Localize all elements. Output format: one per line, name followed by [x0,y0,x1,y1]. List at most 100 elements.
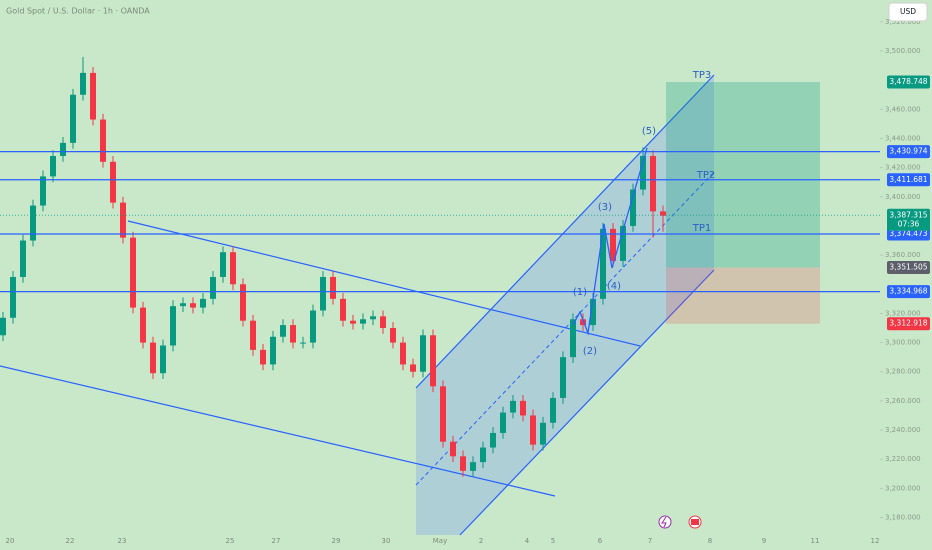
y-tick-label: 3,440.000 [885,134,921,142]
candle-body [220,252,226,277]
channel-line [415,74,715,389]
y-tick-label: 3,320.000 [885,309,921,317]
candle-body [400,342,406,365]
candle-body [20,240,26,277]
candle-body [160,345,166,374]
candle-body [450,441,456,457]
candle-body [60,142,66,156]
time-axis: 20 22 23 25 27 29 30 May 2 4 5 6 7 8 9 11 12 [6,537,880,545]
candle-body [290,325,296,343]
candle-body [660,211,666,216]
x-tick-label: 29 [332,537,341,545]
x-tick-label: 8 [708,537,712,545]
y-tick-label: 3,180.000 [885,514,921,522]
candle-body [50,155,56,177]
candle-body [70,94,76,143]
candle-body [110,161,116,203]
candle-body [430,335,436,387]
trend-line [127,220,641,347]
candle-body [470,462,476,471]
candle-body [490,432,496,448]
candle-body [320,276,326,311]
price-tag [887,208,930,231]
y-tick-label: 3,500.000 [885,47,921,55]
price-tag-label: 3,430.974 [889,147,927,156]
price-tag [887,173,930,187]
candle-body [420,335,426,372]
candle-body [310,310,316,343]
candle-body [210,276,216,299]
x-tick-label: 6 [598,537,603,545]
annotations: TP3 TP2 TP1 (1) (2) (3) (4) (5) [573,70,715,357]
x-tick-label: 27 [272,537,281,545]
price-tag-label: 3,334.968 [889,287,927,296]
candle-body [30,205,36,241]
candle-body [100,119,106,162]
event-icon-glyph [661,516,667,528]
candle-body [200,298,206,308]
annotation: (2) [583,346,597,357]
candles [0,56,666,477]
candle-body [480,447,486,463]
currency-button[interactable] [888,2,928,22]
x-tick-label: 2 [479,537,483,545]
price-tag-label: 3,478.748 [889,77,927,86]
candle-body [10,276,16,318]
price-tag [887,317,930,331]
candle-body [620,225,626,261]
x-tick-label: May [433,537,447,545]
x-tick-label: 20 [6,537,15,545]
annotation: (1) [573,287,587,298]
candle-body [650,155,656,212]
chart-title: Gold Spot / U.S. Dollar · 1h · OANDA [6,7,150,16]
price-tag-label: 3,351.505 [889,262,927,271]
candle-body [190,303,196,308]
flag-glyph [691,519,699,525]
candle-body [300,342,306,344]
candle-body [250,320,256,350]
price-tag-label: 3,411.681 [889,175,927,184]
candle-body [610,228,616,261]
currency[interactable]: USD [900,7,916,16]
candle-body [130,237,136,308]
candle-body [170,306,176,346]
candle-body [0,317,6,336]
price-tag-label: 3,387.315 [889,210,927,219]
candle-body [230,252,236,285]
candle-body [410,364,416,372]
profit-zone [666,82,820,268]
candle-body [580,319,586,326]
price-tag [887,145,930,159]
price-tag-label: 3,374.473 [889,229,927,238]
candle-body [540,422,546,445]
y-tick-label: 3,400.000 [885,193,921,201]
y-tick-label: 3,360.000 [885,251,921,259]
price-tag [887,75,930,89]
candle-body [390,327,396,343]
channel-fill [416,75,714,535]
candle-body [140,307,146,343]
x-tick-label: 25 [226,537,235,545]
y-tick-label: 3,260.000 [885,397,921,405]
x-tick-label: 30 [382,537,391,545]
y-tick-label: 3,220.000 [885,455,921,463]
candle-body [350,320,356,324]
candle-body [240,284,246,321]
x-tick-label: 9 [762,537,766,545]
candle-body [510,400,516,413]
candle-body [370,316,376,320]
y-tick-label: 3,520.000 [885,18,921,26]
candle-body [120,202,126,238]
candle-body [270,336,276,365]
candle-body [280,325,286,337]
candle-body [330,276,336,299]
x-tick-label: 7 [648,537,652,545]
candle-body [520,400,526,416]
candle-body [570,319,576,358]
candle-body [260,349,266,365]
candle-body [530,415,536,445]
event-icon[interactable] [658,515,672,529]
candle-body [380,316,386,328]
